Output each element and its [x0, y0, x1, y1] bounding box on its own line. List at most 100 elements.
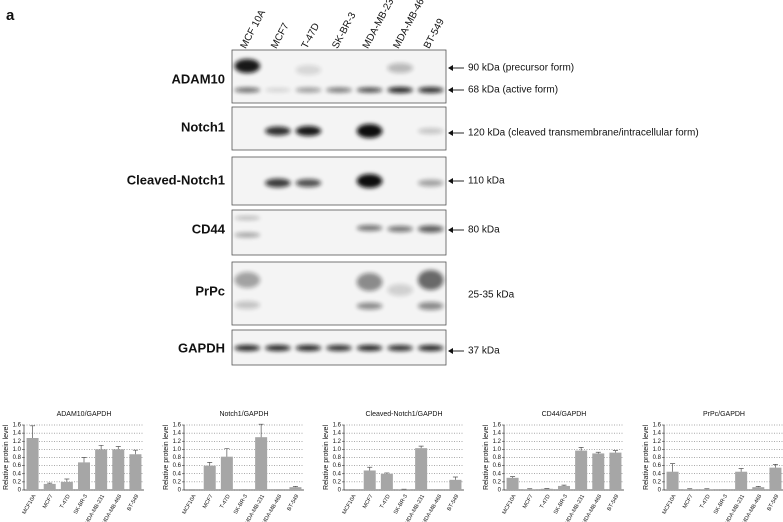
annotation: 110 kDa — [468, 176, 505, 187]
x-tick-label: T-47D — [379, 494, 392, 510]
bar — [289, 487, 302, 490]
bar — [129, 454, 142, 490]
x-tick-label: MCF7 — [682, 494, 695, 510]
bar — [112, 449, 125, 490]
bar — [575, 450, 588, 490]
bar — [26, 438, 39, 490]
bar — [700, 489, 713, 490]
row-label: GAPDH — [178, 340, 225, 355]
y-tick-label: 0.2 — [493, 479, 502, 485]
y-tick-label: 0.8 — [333, 455, 342, 461]
x-tick-label: SK-BR-3 — [553, 494, 569, 516]
lane-label: MCF 10A — [239, 8, 269, 51]
row-label: CD44 — [192, 221, 226, 236]
y-tick-label: 0.6 — [493, 463, 502, 469]
x-tick-label: MCF10A — [182, 493, 198, 515]
row-label: Cleaved-Notch1 — [127, 172, 225, 187]
band — [234, 59, 261, 73]
x-tick-label: MCF10A — [502, 493, 518, 515]
band — [356, 345, 383, 351]
y-axis-label: Relative protein level — [323, 425, 330, 490]
bar — [78, 462, 90, 490]
band — [295, 345, 322, 351]
x-tick-label: MCF7 — [362, 494, 375, 510]
bar — [95, 449, 108, 490]
band — [295, 65, 322, 75]
band — [234, 345, 261, 351]
y-axis-label: Relative protein level — [163, 425, 170, 490]
band — [234, 272, 261, 288]
y-tick-label: 1.4 — [333, 431, 342, 437]
arrow-head — [448, 348, 453, 354]
bar — [558, 485, 570, 490]
band — [326, 87, 352, 93]
y-tick-label: 1.4 — [493, 431, 502, 437]
error-bar — [755, 485, 761, 488]
band — [417, 87, 444, 93]
bar — [735, 471, 748, 490]
x-tick-label: SK-BR-3 — [713, 494, 729, 516]
band — [234, 216, 261, 220]
error-bar — [30, 425, 36, 438]
error-bar — [772, 464, 778, 468]
annotation: 25-35 kDa — [468, 290, 515, 301]
band — [265, 345, 291, 351]
error-bar — [207, 462, 213, 466]
bar — [415, 448, 428, 490]
error-bar — [47, 482, 53, 484]
y-tick-label: 1.0 — [333, 447, 342, 453]
error-bar — [384, 472, 390, 474]
error-bar — [292, 485, 298, 488]
blot-panel — [231, 49, 447, 104]
error-bar — [64, 478, 70, 482]
y-tick-label: 0.4 — [333, 471, 342, 477]
annotation: 37 kDa — [468, 346, 500, 357]
y-tick-label: 1.6 — [13, 423, 22, 429]
blot-panel — [231, 261, 447, 326]
arrow-head — [448, 87, 453, 93]
x-tick-label: BT-549 — [126, 494, 140, 512]
bar — [449, 479, 462, 490]
band — [417, 128, 444, 134]
lane-label: MCF7 — [269, 21, 292, 51]
error-bar — [612, 450, 618, 453]
y-tick-label: 1.0 — [13, 447, 22, 453]
band — [356, 302, 383, 310]
bar — [43, 483, 56, 490]
annotation: 120 kDa (cleaved transmembrane/intracell… — [468, 128, 699, 139]
y-tick-label: 1.2 — [13, 439, 22, 445]
band — [295, 126, 322, 136]
error-bar — [115, 446, 121, 450]
bar — [540, 488, 553, 490]
y-tick-label: 1.4 — [653, 431, 662, 437]
band — [356, 174, 383, 188]
blot-panel — [231, 106, 447, 151]
bar — [255, 437, 268, 490]
annotation: 68 kDa (active form) — [468, 85, 558, 96]
x-tick-label: MCF7 — [522, 494, 535, 510]
bar — [506, 477, 519, 490]
x-tick-label: T-47D — [219, 494, 232, 510]
bar — [398, 489, 410, 490]
y-tick-label: 0 — [338, 488, 342, 494]
band — [234, 87, 261, 93]
bar — [666, 471, 679, 490]
chart-title: PrPc/GAPDH — [703, 411, 745, 418]
y-tick-label: 0.6 — [173, 463, 182, 469]
error-bar — [738, 468, 744, 472]
y-tick-label: 0.6 — [333, 463, 342, 469]
y-tick-label: 0.4 — [13, 471, 22, 477]
y-axis-label: Relative protein level — [643, 425, 650, 490]
x-tick-label: MCF7 — [202, 494, 215, 510]
error-bar — [510, 476, 516, 478]
bar — [752, 487, 765, 490]
error-bar — [132, 449, 138, 455]
y-tick-label: 0 — [18, 488, 22, 494]
arrow-head — [448, 65, 453, 71]
error-bar — [452, 476, 458, 480]
y-tick-label: 0.4 — [173, 471, 182, 477]
y-tick-label: 1.0 — [493, 447, 502, 453]
error-bar — [595, 451, 601, 454]
band — [234, 301, 261, 309]
error-bar — [578, 446, 584, 451]
